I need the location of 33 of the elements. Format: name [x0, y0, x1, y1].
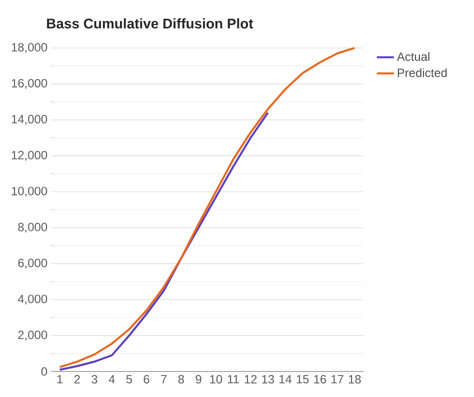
- x-tick-label: 3: [92, 375, 98, 384]
- y-tick-label: 12,000: [12, 150, 48, 161]
- x-tick-label: 12: [244, 375, 257, 384]
- x-tick-label: 8: [178, 375, 184, 384]
- x-tick-label: 1: [57, 375, 63, 384]
- x-tick-label: 6: [144, 375, 150, 384]
- x-tick-label: 10: [210, 375, 222, 384]
- legend-label: Predicted: [398, 68, 447, 78]
- y-tick-label: 6,000: [18, 258, 48, 269]
- x-tick-label: 9: [196, 375, 202, 384]
- x-tick-label: 17: [332, 375, 344, 384]
- y-tick-label: 16,000: [12, 78, 48, 89]
- x-tick-label: 18: [348, 375, 361, 384]
- y-tick-label: 10,000: [12, 186, 48, 197]
- y-tick-label: 2,000: [18, 330, 48, 340]
- y-tick-label: 18,000: [12, 42, 48, 53]
- x-tick-label: 11: [228, 375, 239, 384]
- x-tick-label: 14: [280, 375, 292, 384]
- y-tick-label: 4,000: [18, 294, 48, 305]
- chart-title: Bass Cumulative Diffusion Plot: [47, 18, 254, 28]
- line-series: [58, 112, 269, 371]
- x-tick-label: 16: [314, 375, 326, 384]
- y-tick-label: 0: [41, 367, 48, 376]
- legend-label: Actual: [396, 52, 430, 61]
- x-tick-label: 4: [108, 375, 115, 384]
- y-tick-label: 8,000: [18, 222, 48, 233]
- x-tick-label: 5: [126, 375, 132, 384]
- x-tick-label: 2: [74, 375, 80, 384]
- x-tick-label: 13: [262, 375, 274, 384]
- line-series: [58, 46, 356, 368]
- x-tick-label: 15: [296, 375, 309, 384]
- y-tick-label: 14,000: [12, 114, 48, 125]
- x-tick-label: 7: [161, 375, 167, 384]
